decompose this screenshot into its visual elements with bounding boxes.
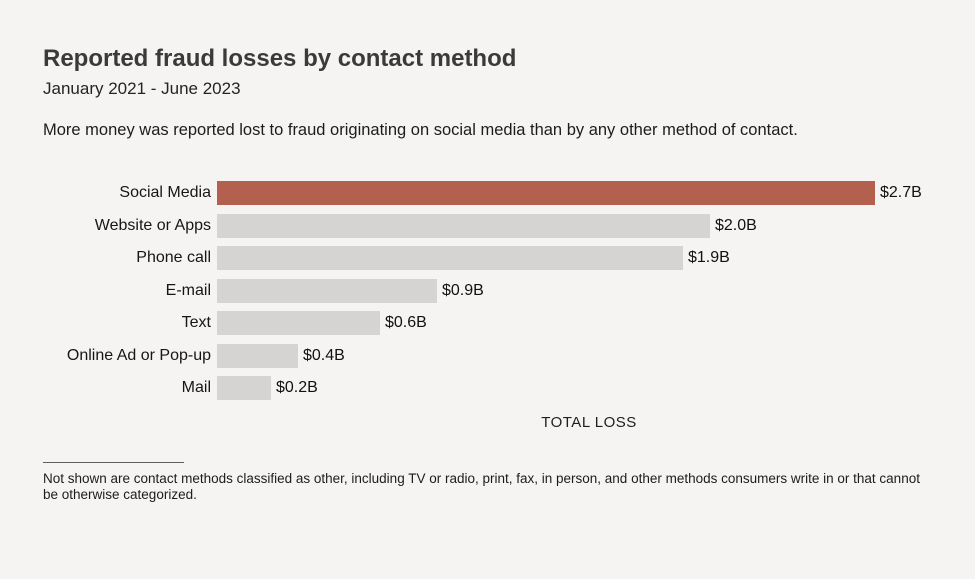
category-label: Phone call <box>136 249 211 266</box>
category-label: Mail <box>181 379 211 396</box>
chart-subtitle: January 2021 - June 2023 <box>43 79 241 98</box>
bar-mail <box>217 376 271 400</box>
bar-online-ad-or-pop-up <box>217 343 298 368</box>
value-label: $2.7B <box>880 184 922 201</box>
bar-social-media <box>217 181 875 205</box>
x-axis-label: TOTAL LOSS <box>541 414 637 431</box>
bar-row: Website or Apps $2.0B <box>0 213 975 238</box>
value-label: $0.9B <box>442 281 484 299</box>
bar-chart: Social Media $2.7B Website or Apps $2.0B Pho… <box>0 181 975 400</box>
bar-row: E-mail $0.9B <box>0 278 975 303</box>
value-label: $0.4B <box>303 346 345 364</box>
chart-description: More money was reported lost to fraud or… <box>43 121 798 139</box>
category-label: E-mail <box>165 281 211 299</box>
bar-row: Phone call $1.9B <box>0 246 975 270</box>
value-label: $2.0B <box>715 216 757 234</box>
category-label: Social Media <box>119 184 211 201</box>
chart-title: Reported fraud losses by contact method <box>43 45 517 72</box>
fraud-losses-figure: Reported fraud losses by contact method … <box>0 45 975 579</box>
value-label: $0.6B <box>385 314 427 331</box>
bar-text <box>217 311 380 335</box>
footnote-divider <box>43 462 184 463</box>
bar-row: Mail $0.2B <box>0 376 975 400</box>
value-label: $0.2B <box>276 379 318 396</box>
bar-e-mail <box>217 278 437 303</box>
bar-row: Text $0.6B <box>0 311 975 335</box>
bar-row: Social Media $2.7B <box>0 181 975 205</box>
bar-phone-call <box>217 246 683 270</box>
value-label: $1.9B <box>688 249 730 266</box>
bar-row: Online Ad or Pop-up $0.4B <box>0 343 975 368</box>
bar-website-or-apps <box>217 213 710 238</box>
category-label: Online Ad or Pop-up <box>66 346 211 364</box>
footnote-text: Not shown are contact methods classified… <box>43 471 920 502</box>
category-label: Text <box>181 314 211 331</box>
category-label: Website or Apps <box>94 216 211 234</box>
